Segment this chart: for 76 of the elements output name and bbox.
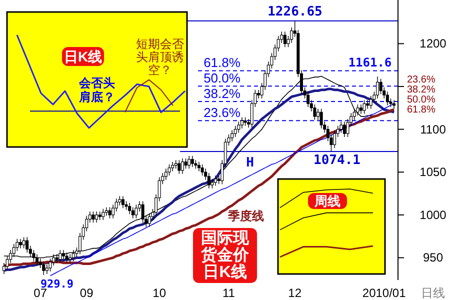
candlestick — [214, 175, 218, 186]
candlestick — [340, 121, 343, 134]
candlestick — [92, 211, 95, 223]
candlestick — [207, 172, 210, 189]
candlestick — [359, 104, 362, 114]
text: 50.0% — [407, 94, 436, 106]
annotation: 周线 — [314, 194, 340, 208]
annotation: 50.0% — [204, 70, 241, 86]
candlestick — [141, 200, 144, 223]
text: 38.2% — [407, 84, 436, 96]
candlestick — [306, 91, 310, 108]
annotation: 61.8% — [204, 55, 241, 70]
candlestick — [128, 202, 132, 214]
candlestick — [333, 130, 336, 148]
candlestick — [108, 206, 112, 219]
candlestick — [386, 91, 389, 106]
candlestick — [148, 212, 151, 228]
y-tick-label: 950 — [422, 250, 444, 265]
candlestick — [379, 78, 382, 95]
candlestick — [366, 100, 370, 110]
candlestick — [230, 130, 234, 142]
candlestick — [188, 155, 191, 170]
annotation: 38.2% — [204, 86, 241, 101]
candlestick — [171, 161, 174, 172]
candlestick — [283, 31, 286, 48]
x-tick-label: 10 — [152, 286, 166, 300]
x-tick-label: 09 — [80, 286, 94, 300]
candlestick — [210, 178, 214, 189]
candlestick — [320, 108, 323, 129]
annotation: 会否头肩底？ — [78, 76, 115, 104]
x-tick-label: 2010/01 — [362, 286, 406, 300]
candlestick — [237, 121, 240, 134]
candlestick — [178, 160, 181, 174]
candlestick — [369, 96, 372, 110]
y-tick-label: 1200 — [420, 36, 447, 51]
annotation: 国际现货金价日K线 — [200, 230, 250, 281]
candlestick — [104, 206, 108, 216]
candlestick — [26, 236, 29, 253]
annotation: 短期会否头肩顶诱空？ — [136, 37, 184, 77]
annotation: 季度线 — [227, 209, 264, 223]
candlestick — [392, 100, 396, 110]
candlestick — [356, 104, 360, 116]
text: 日线 — [421, 286, 445, 300]
candlestick — [164, 168, 168, 180]
candlestick — [362, 100, 366, 114]
annotation: H — [246, 156, 254, 170]
candlestick — [180, 158, 184, 174]
text: 23.6% — [407, 74, 436, 86]
candlestick — [102, 208, 105, 220]
text: 61.8% — [407, 104, 436, 116]
candlestick — [184, 158, 188, 170]
candlestick — [234, 126, 237, 138]
ref-line-label: 1226.65 — [268, 4, 322, 20]
candlestick — [131, 206, 134, 219]
candlestick — [200, 164, 204, 176]
candlestick — [95, 211, 98, 223]
x-tick-label: 12 — [288, 286, 302, 300]
annotation: 23.6% — [204, 105, 241, 120]
candlestick — [22, 236, 26, 249]
x-tick-label: 11 — [222, 286, 236, 300]
candlestick — [240, 116, 244, 129]
candlestick — [121, 196, 124, 208]
candlestick — [18, 238, 22, 249]
ref-line-label: 1074.1 — [314, 152, 361, 168]
y-tick-label: 1050 — [420, 165, 447, 180]
candlestick — [42, 260, 46, 276]
annotation: 1161.6 — [348, 56, 392, 70]
candlestick — [342, 121, 346, 138]
candlestick — [198, 161, 200, 172]
candlestick — [190, 155, 194, 168]
candlestick — [376, 76, 380, 99]
candlestick — [168, 164, 171, 176]
candlestick — [134, 204, 138, 219]
y-tick-label: 1000 — [420, 208, 447, 222]
y-tick-label: 1100 — [420, 122, 446, 136]
candlestick — [313, 104, 316, 120]
